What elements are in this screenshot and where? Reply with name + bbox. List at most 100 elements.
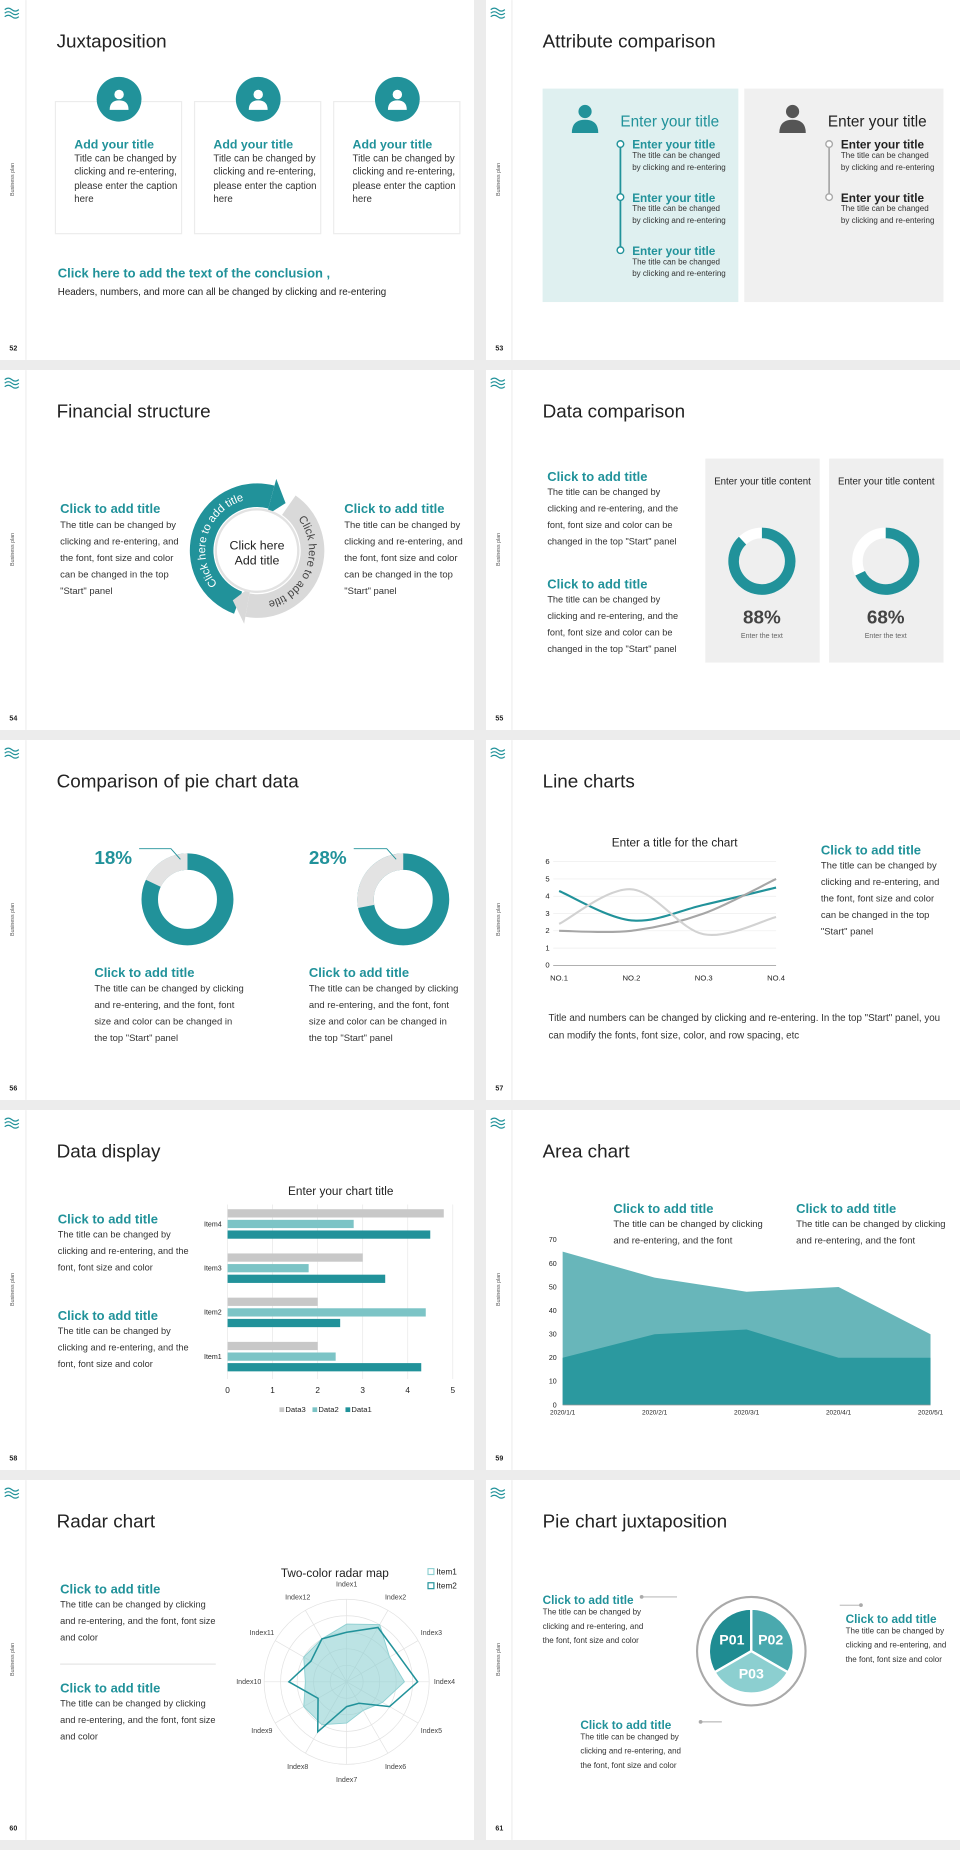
paragraph: The title can be changed by clicking and… (820, 860, 940, 938)
cycle-arc (245, 495, 325, 618)
person-body (387, 100, 407, 110)
y-tick-label: Item4 (204, 1221, 222, 1228)
paragraph-box: The title can be changed by clicking and… (846, 1628, 947, 1664)
radar-series (303, 1623, 406, 1726)
slide: Business plan 59 Area chart Click to add ti… (486, 1110, 960, 1470)
y-tick-label: Item2 (204, 1310, 222, 1317)
center-label: Click here (230, 538, 285, 552)
axis-label: Index10 (236, 1679, 261, 1686)
paragraph: Title can be changed by clicking and re-… (213, 153, 317, 205)
y-tick-label: 60 (549, 1261, 557, 1268)
axis-label: Index11 (250, 1630, 275, 1637)
panel-heading: Enter your title (620, 113, 719, 130)
bar (227, 1297, 318, 1306)
slide-title: Area chart (543, 1140, 631, 1161)
paragraph: The title can be changed by clicking and… (542, 1608, 644, 1646)
axis-label: Index5 (421, 1728, 442, 1735)
paragraph-box: Enter your title content (714, 476, 811, 487)
paragraph-box: The title can be changed by clicking and… (58, 1326, 189, 1370)
side-label: Business plan (10, 1643, 16, 1676)
panel (705, 458, 820, 663)
slide: Business plan 54 Financial structure Click … (0, 370, 474, 730)
paragraph: The title can be changed by clicking and… (60, 519, 179, 597)
conclusion: Click here to add the text of the conclu… (58, 265, 330, 280)
panel-title: Enter your title content (837, 476, 935, 487)
cycle-center (214, 508, 300, 594)
panel-title: Enter your title content (714, 476, 811, 487)
block-title: Click to add title (547, 576, 647, 591)
side-label: Business plan (10, 1273, 16, 1306)
logo-wave (490, 14, 506, 19)
item-title: Enter your title (841, 139, 925, 152)
chart-title: Two-color radar map (281, 1567, 389, 1580)
block-title: Click to add title (60, 501, 160, 516)
paragraph-box: The title can be changed by clicking and… (580, 1734, 681, 1770)
logo-wave (490, 747, 506, 752)
value-label: 68% (867, 607, 905, 628)
block-title: Click to add title (796, 1201, 896, 1216)
page-number: 60 (9, 1825, 17, 1832)
block-title: Click to add title (58, 1308, 158, 1323)
slide-title: Comparison of pie chart data (57, 770, 300, 791)
paragraph-box: The title can be changed by clicking and… (309, 983, 458, 1043)
block-title: Click to add title (344, 501, 444, 516)
paragraph: The title can be changed by clicking and… (344, 519, 463, 597)
axis-label: Index2 (385, 1594, 406, 1601)
paragraph-box: The title can be changed by clicking and… (94, 983, 243, 1043)
axis-label: Index8 (287, 1764, 308, 1771)
person-body (779, 119, 806, 133)
slide: Business plan 55 Data comparison Click to a… (486, 370, 960, 730)
logo-wave (4, 377, 20, 382)
bar (227, 1264, 309, 1273)
timeline-dot (825, 193, 834, 202)
timeline-dot (616, 246, 625, 255)
legend-label: Data2 (318, 1405, 338, 1414)
slide-title: Line charts (543, 770, 635, 791)
y-tick-label: 50 (549, 1284, 557, 1291)
paragraph-box: The title can be changed by clicking and… (841, 152, 935, 172)
timeline-dot (616, 140, 625, 149)
person-head (578, 104, 592, 119)
logo-wave (490, 1487, 506, 1492)
block-title: Click to add title (547, 469, 647, 484)
area-series (562, 1329, 931, 1405)
item-title: Enter your title (632, 192, 716, 205)
paragraph: Title and numbers can be changed by clic… (548, 1011, 941, 1042)
y-tick-label: 3 (545, 909, 549, 918)
y-tick-label: 0 (545, 961, 549, 970)
paragraph-box: The title can be changed by clicking and… (613, 1218, 763, 1246)
slide-canvas: Business plan 52 Juxtaposition Add your tit… (4, 0, 461, 360)
timeline-dot (825, 140, 834, 149)
side-label: Business plan (10, 903, 16, 936)
outer-ring (695, 1595, 807, 1707)
logo-wave (490, 1117, 506, 1122)
logo-wave (490, 751, 506, 756)
segment-label: P01 (719, 1632, 744, 1648)
logo-wave (4, 381, 20, 386)
axis-label: Index6 (385, 1764, 406, 1771)
caption: Enter the text (741, 633, 783, 640)
block-title: Click to add title (58, 1211, 158, 1226)
x-tick-label: 4 (405, 1386, 410, 1395)
person-head (392, 89, 403, 100)
paragraph: The title can be changed by clicking and… (613, 1218, 763, 1246)
logo-wave (490, 1121, 506, 1126)
paragraph-box: The title can be changed by clicking and… (841, 205, 935, 225)
axis-label: Index4 (434, 1679, 455, 1686)
slide-canvas: Business plan 54 Financial structure Click … (4, 370, 463, 730)
x-tick-label: 1 (270, 1386, 275, 1395)
paragraph-box: The title can be changed by clicking and… (820, 860, 940, 938)
y-tick-label: Item1 (204, 1354, 222, 1361)
slide: Business plan 61 Pie chart juxtaposition Cl… (486, 1480, 960, 1840)
logo-wave (4, 751, 20, 756)
bar (227, 1209, 444, 1218)
page-number: 59 (495, 1455, 503, 1462)
y-tick-label: 10 (549, 1379, 557, 1386)
donut-value (145, 853, 188, 888)
x-tick-label: 2020/3/1 (734, 1409, 760, 1416)
panel (744, 88, 944, 303)
item-title: Enter your title (632, 139, 716, 152)
slide-canvas: Business plan 55 Data comparison Click to a… (490, 370, 944, 730)
paragraph: The title can be changed by clicking and… (60, 1599, 216, 1643)
